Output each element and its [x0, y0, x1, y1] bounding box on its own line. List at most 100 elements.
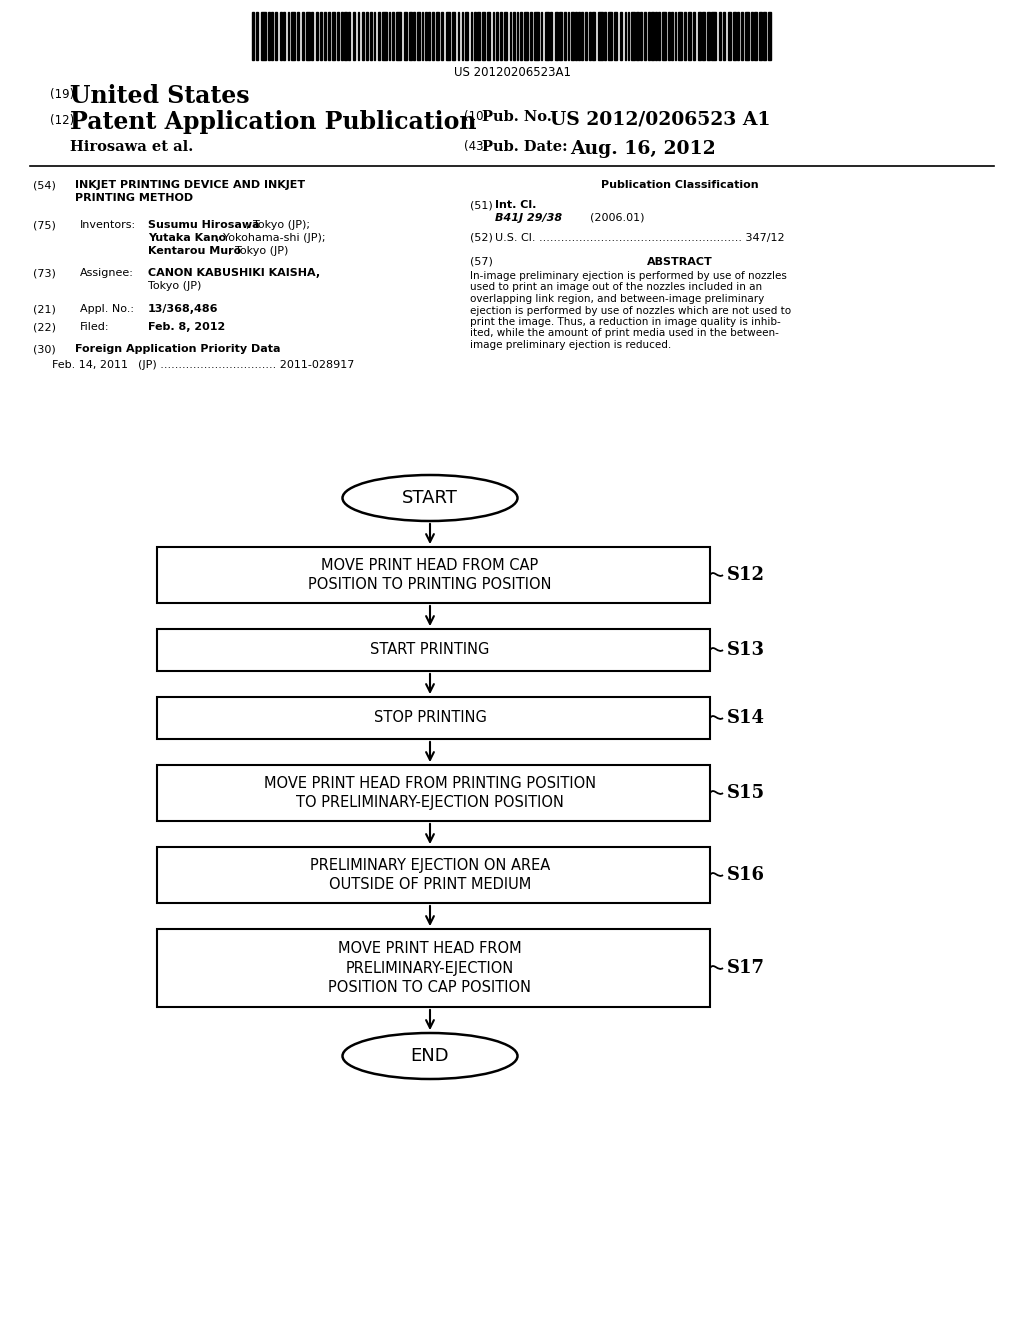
Text: , Tokyo (JP): , Tokyo (JP): [228, 246, 289, 256]
Text: S16: S16: [727, 866, 765, 884]
Text: PRINTING METHOD: PRINTING METHOD: [75, 193, 194, 203]
Text: print the image. Thus, a reduction in image quality is inhib-: print the image. Thus, a reduction in im…: [470, 317, 780, 327]
Bar: [417, 12, 420, 59]
Bar: [763, 12, 766, 59]
Bar: [361, 12, 364, 59]
Bar: [157, 546, 710, 603]
Bar: [668, 12, 670, 59]
Bar: [608, 12, 612, 59]
Text: MOVE PRINT HEAD FROM: MOVE PRINT HEAD FROM: [338, 941, 522, 956]
Text: , Tokyo (JP);: , Tokyo (JP);: [246, 220, 310, 230]
Bar: [283, 12, 285, 59]
Bar: [675, 12, 676, 59]
Bar: [768, 12, 770, 59]
Bar: [541, 12, 542, 59]
Bar: [604, 12, 605, 59]
Bar: [564, 12, 566, 59]
Text: (30): (30): [33, 345, 55, 354]
Bar: [260, 12, 265, 59]
Text: OUTSIDE OF PRINT MEDIUM: OUTSIDE OF PRINT MEDIUM: [329, 876, 531, 892]
Bar: [625, 12, 626, 59]
Bar: [274, 12, 278, 59]
Bar: [510, 12, 511, 59]
Bar: [462, 12, 463, 59]
Bar: [658, 12, 660, 59]
Bar: [719, 12, 721, 59]
Bar: [727, 12, 730, 59]
Bar: [529, 12, 531, 59]
Text: S13: S13: [727, 642, 765, 659]
Text: Susumu Hirosawa: Susumu Hirosawa: [148, 220, 260, 230]
Bar: [707, 12, 710, 59]
Text: Tokyo (JP): Tokyo (JP): [148, 281, 202, 290]
Bar: [737, 12, 739, 59]
Text: ABSTRACT: ABSTRACT: [647, 257, 713, 267]
Bar: [678, 12, 682, 59]
Bar: [567, 12, 569, 59]
Text: (54): (54): [33, 180, 56, 190]
Text: (73): (73): [33, 268, 56, 279]
Bar: [470, 12, 472, 59]
Bar: [157, 929, 710, 1007]
Bar: [640, 12, 642, 59]
Text: ejection is performed by use of nozzles which are not used to: ejection is performed by use of nozzles …: [470, 305, 792, 315]
Bar: [500, 12, 502, 59]
Text: US 2012/0206523 A1: US 2012/0206523 A1: [550, 110, 770, 128]
Bar: [711, 12, 716, 59]
Bar: [452, 12, 455, 59]
Bar: [409, 12, 412, 59]
Bar: [445, 12, 450, 59]
Bar: [395, 12, 400, 59]
Bar: [403, 12, 407, 59]
Bar: [688, 12, 691, 59]
Text: MOVE PRINT HEAD FROM CAP: MOVE PRINT HEAD FROM CAP: [322, 558, 539, 573]
Text: (19): (19): [50, 88, 75, 102]
Bar: [344, 12, 346, 59]
Bar: [575, 12, 577, 59]
Bar: [692, 12, 695, 59]
Text: S12: S12: [727, 566, 765, 583]
Text: END: END: [411, 1047, 450, 1065]
Bar: [698, 12, 700, 59]
Bar: [512, 12, 515, 59]
Text: (22): (22): [33, 322, 56, 333]
Bar: [614, 12, 617, 59]
Text: United States: United States: [70, 84, 250, 108]
Text: POSITION TO CAP POSITION: POSITION TO CAP POSITION: [329, 979, 531, 995]
Bar: [422, 12, 423, 59]
Text: PRELIMINARY EJECTION ON AREA: PRELIMINARY EJECTION ON AREA: [310, 858, 550, 873]
Text: CANON KABUSHIKI KAISHA,: CANON KABUSHIKI KAISHA,: [148, 268, 321, 279]
Text: (2006.01): (2006.01): [590, 213, 644, 223]
Bar: [378, 12, 380, 59]
Bar: [550, 12, 552, 59]
Bar: [589, 12, 591, 59]
Text: (43): (43): [464, 140, 488, 153]
Text: S15: S15: [727, 784, 765, 803]
Text: US 20120206523A1: US 20120206523A1: [454, 66, 570, 79]
Bar: [252, 12, 254, 59]
Bar: [348, 12, 350, 59]
Text: used to print an image out of the nozzles included in an: used to print an image out of the nozzle…: [470, 282, 762, 293]
Bar: [496, 12, 498, 59]
Text: , Yokohama-shi (JP);: , Yokohama-shi (JP);: [216, 234, 326, 243]
Bar: [559, 12, 561, 59]
Bar: [311, 12, 313, 59]
Text: (21): (21): [33, 304, 56, 314]
Bar: [431, 12, 433, 59]
Bar: [504, 12, 507, 59]
Text: (52): (52): [470, 234, 493, 243]
Bar: [655, 12, 656, 59]
Bar: [288, 12, 289, 59]
Bar: [647, 12, 649, 59]
Text: START: START: [402, 488, 458, 507]
Bar: [628, 12, 629, 59]
Bar: [754, 12, 757, 59]
Bar: [157, 630, 710, 671]
Bar: [315, 12, 318, 59]
Bar: [671, 12, 673, 59]
Bar: [723, 12, 725, 59]
Text: Patent Application Publication: Patent Application Publication: [70, 110, 476, 135]
Bar: [337, 12, 339, 59]
Bar: [436, 12, 439, 59]
Text: Aug. 16, 2012: Aug. 16, 2012: [570, 140, 716, 158]
